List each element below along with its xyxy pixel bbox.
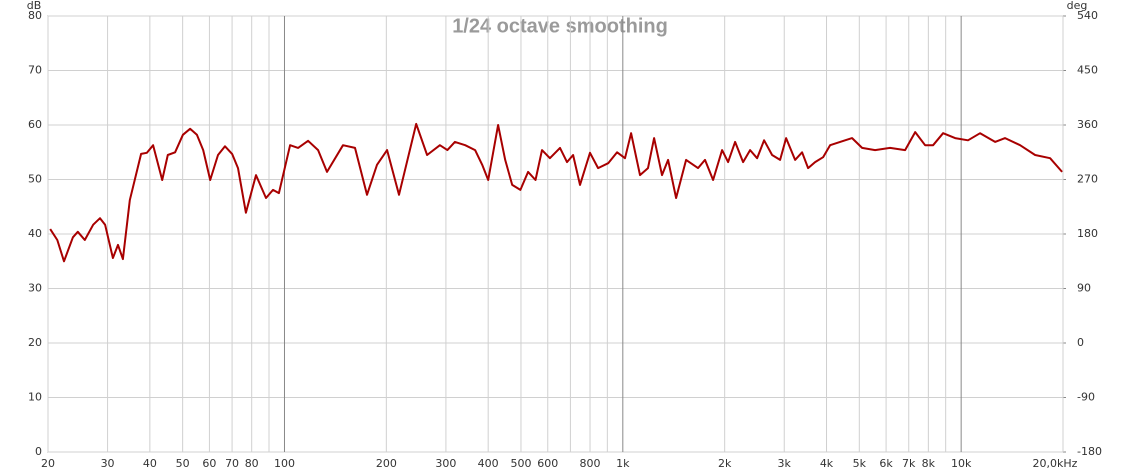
y2-tick-label: 270 [1077, 173, 1098, 186]
x-tick-label: 30 [101, 457, 115, 470]
x-tick-label: 6k [879, 457, 893, 470]
x-tick-label: 7k [902, 457, 916, 470]
x-tick-label: 300 [435, 457, 456, 470]
x-tick-label: 50 [176, 457, 190, 470]
x-tick-label: 200 [376, 457, 397, 470]
x-tick-label: 80 [245, 457, 259, 470]
y-axis-label: dB [27, 0, 42, 12]
x-tick-label: 500 [510, 457, 531, 470]
y-tick-label: 50 [28, 173, 42, 186]
x-tick-label: 3k [778, 457, 792, 470]
x-tick-label: 4k [820, 457, 834, 470]
y2-axis-label: deg [1067, 0, 1088, 12]
y2-tick-label: 540 [1077, 9, 1098, 22]
y2-tick-label: 0 [1077, 336, 1084, 349]
y-tick-label: 70 [28, 64, 42, 77]
y-tick-label: 20 [28, 336, 42, 349]
x-tick-label: 800 [580, 457, 601, 470]
data-line [49, 122, 1063, 263]
x-tick-label: 70 [225, 457, 239, 470]
y-tick-label: 10 [28, 391, 42, 404]
x-tick-label: 8k [922, 457, 936, 470]
y2-tick-label: -180 [1077, 445, 1102, 458]
x-tick-label: 40 [143, 457, 157, 470]
y2-tick-label: -90 [1077, 391, 1095, 404]
y-tick-label: 0 [35, 445, 42, 458]
y2-tick-label: 360 [1077, 118, 1098, 131]
x-tick-label: 600 [537, 457, 558, 470]
y2-tick-label: 90 [1077, 282, 1091, 295]
chart-title: 1/24 octave smoothing [452, 15, 668, 37]
x-tick-label: 5k [853, 457, 867, 470]
y-tick-label: 60 [28, 118, 42, 131]
x-tick-label: 100 [274, 457, 295, 470]
x-tick-label: 20,0kHz [1033, 457, 1078, 470]
x-tick-label: 1k [616, 457, 630, 470]
x-tick-label: 2k [718, 457, 732, 470]
x-tick-label: 10k [951, 457, 972, 470]
y-tick-label: 40 [28, 227, 42, 240]
x-tick-label: 400 [478, 457, 499, 470]
x-tick-label: 20 [41, 457, 55, 470]
y2-tick-label: 450 [1077, 64, 1098, 77]
x-tick-label: 60 [202, 457, 216, 470]
y2-tick-label: 180 [1077, 227, 1098, 240]
y-tick-label: 30 [28, 282, 42, 295]
y-tick-label: 80 [28, 9, 42, 22]
